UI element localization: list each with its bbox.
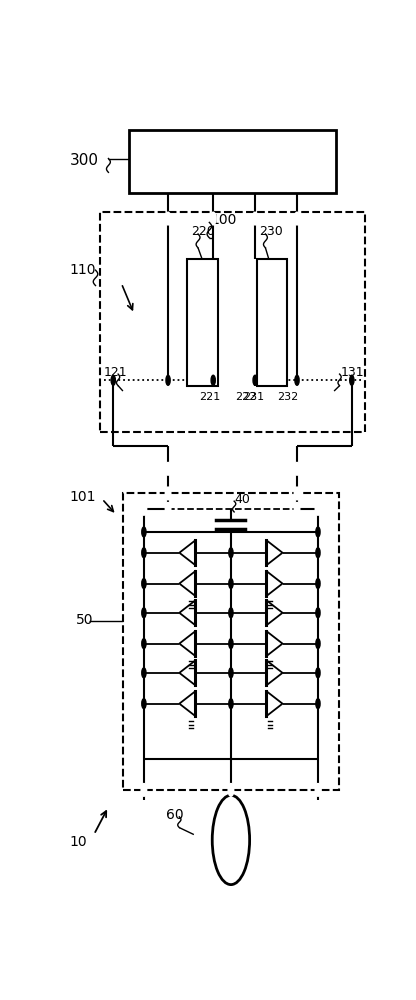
Text: 60: 60	[166, 808, 184, 822]
Circle shape	[229, 548, 233, 558]
Polygon shape	[179, 540, 196, 565]
Circle shape	[253, 375, 257, 385]
Text: 300: 300	[70, 153, 99, 168]
Circle shape	[295, 375, 299, 385]
Circle shape	[166, 463, 171, 475]
Circle shape	[142, 548, 146, 558]
Circle shape	[210, 212, 216, 225]
Polygon shape	[266, 571, 282, 596]
Text: 101: 101	[70, 490, 96, 504]
Text: 232: 232	[277, 392, 298, 402]
Circle shape	[141, 784, 146, 796]
Circle shape	[315, 784, 321, 796]
Polygon shape	[179, 660, 196, 685]
Text: 230: 230	[259, 225, 283, 238]
Circle shape	[295, 463, 300, 475]
Circle shape	[229, 608, 233, 618]
Circle shape	[316, 527, 320, 537]
Circle shape	[350, 375, 354, 385]
Circle shape	[316, 608, 320, 618]
Polygon shape	[179, 691, 196, 716]
Circle shape	[142, 639, 146, 649]
Bar	[123, 493, 339, 790]
Circle shape	[166, 212, 171, 225]
Circle shape	[142, 699, 146, 709]
Circle shape	[166, 503, 171, 515]
Polygon shape	[266, 540, 282, 565]
Circle shape	[316, 579, 320, 589]
Text: 222: 222	[235, 392, 256, 402]
Circle shape	[166, 375, 170, 385]
Text: 40: 40	[235, 493, 251, 506]
Bar	[188, 259, 218, 386]
Circle shape	[295, 212, 300, 225]
Polygon shape	[179, 631, 196, 656]
Circle shape	[229, 668, 233, 678]
Circle shape	[212, 795, 250, 885]
Circle shape	[229, 579, 233, 589]
Text: 220: 220	[191, 225, 214, 238]
Polygon shape	[266, 660, 282, 685]
Circle shape	[295, 503, 300, 515]
Circle shape	[229, 639, 233, 649]
Circle shape	[316, 699, 320, 709]
Text: 121: 121	[104, 366, 127, 379]
Text: 221: 221	[199, 392, 220, 402]
Circle shape	[253, 212, 258, 225]
Text: 100: 100	[210, 213, 236, 227]
Text: 50: 50	[76, 613, 94, 628]
Circle shape	[142, 668, 146, 678]
Bar	[257, 259, 287, 386]
Polygon shape	[266, 631, 282, 656]
Circle shape	[316, 668, 320, 678]
Circle shape	[142, 608, 146, 618]
Circle shape	[315, 503, 321, 515]
Text: 110: 110	[70, 263, 96, 277]
Bar	[100, 212, 365, 432]
Polygon shape	[179, 600, 196, 625]
Text: 131: 131	[341, 366, 364, 379]
Polygon shape	[266, 600, 282, 625]
Circle shape	[142, 527, 146, 537]
Polygon shape	[179, 571, 196, 596]
Bar	[129, 130, 336, 193]
Polygon shape	[266, 691, 282, 716]
Circle shape	[229, 699, 233, 709]
Circle shape	[111, 375, 115, 385]
Circle shape	[316, 548, 320, 558]
Circle shape	[316, 639, 320, 649]
Circle shape	[228, 784, 233, 796]
Circle shape	[141, 503, 146, 515]
Text: 10: 10	[70, 835, 87, 849]
Text: 231: 231	[243, 392, 264, 402]
Circle shape	[211, 375, 215, 385]
Circle shape	[166, 487, 171, 500]
Circle shape	[142, 579, 146, 589]
Circle shape	[295, 487, 300, 500]
